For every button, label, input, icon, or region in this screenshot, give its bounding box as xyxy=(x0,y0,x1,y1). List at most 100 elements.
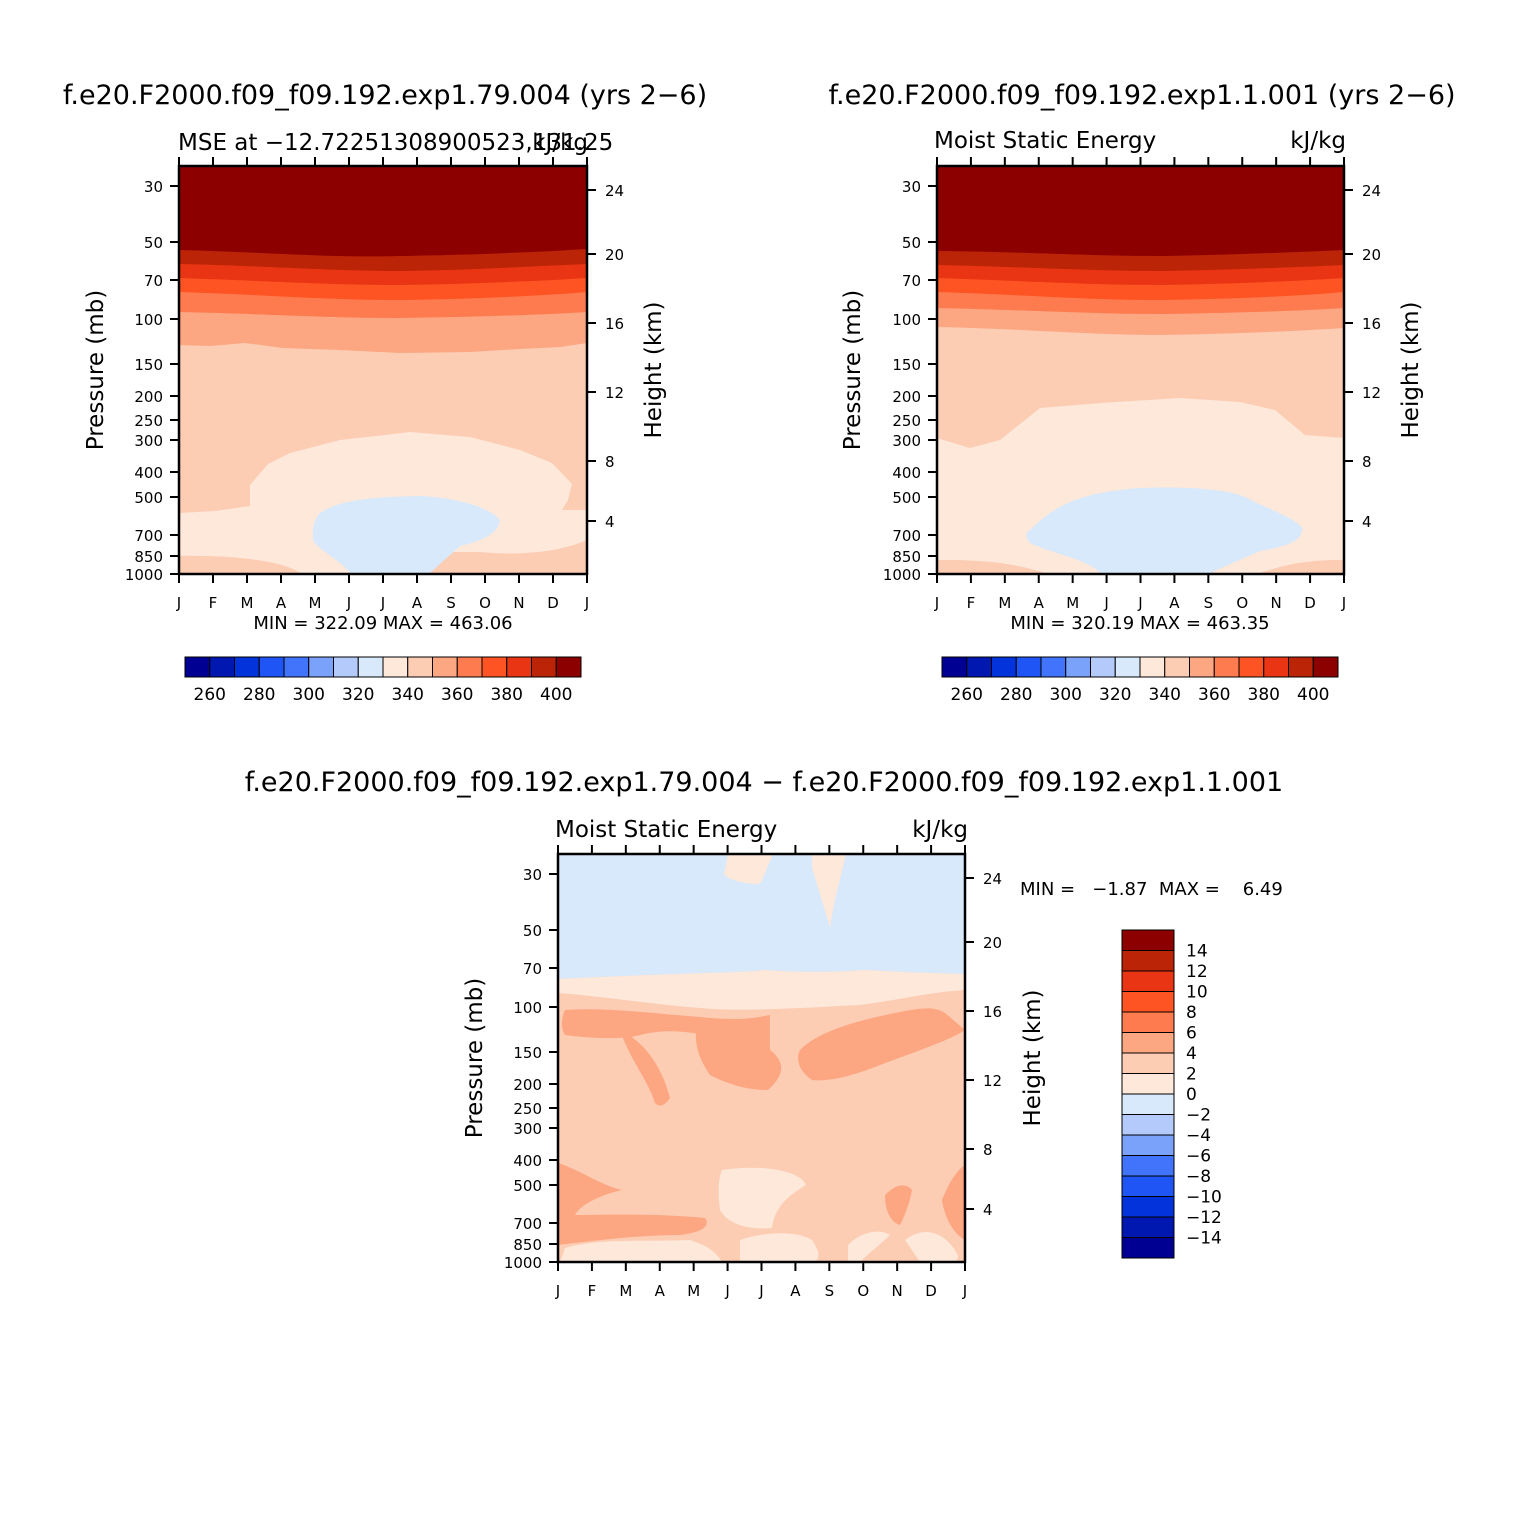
colorbar-swatch xyxy=(966,656,992,678)
colorbar: 260 280 300 320 340 360 380 400 xyxy=(941,656,1339,705)
colorbar-label: 4 xyxy=(1186,1044,1197,1064)
colorbar-label: −2 xyxy=(1186,1106,1211,1126)
y-tick-label: 700 xyxy=(892,527,921,545)
colorbar-label: 300 xyxy=(1050,685,1082,705)
x-tick-label: D xyxy=(925,1282,937,1300)
x-tick-label: F xyxy=(588,1282,597,1300)
x-tick-label: M xyxy=(309,594,322,612)
colorbar-swatch xyxy=(357,656,384,678)
x-tick-label: J xyxy=(1103,594,1108,612)
contour-band-340-350-sfc-left xyxy=(937,560,1045,573)
colorbar-swatch xyxy=(1121,991,1175,1013)
contour-band-4-6 xyxy=(942,1165,965,1240)
contour-band-340-350-sfc-right xyxy=(488,556,587,573)
x-tick-label: A xyxy=(276,594,287,612)
y-tick-label-right: 4 xyxy=(1362,513,1372,531)
contour-band-0-2 xyxy=(848,1231,890,1262)
y-tick-label-right: 4 xyxy=(983,1201,993,1219)
colorbar-label: 260 xyxy=(194,685,226,705)
colorbar-swatch xyxy=(555,656,582,678)
y-tick-label: 1000 xyxy=(125,566,163,584)
x-tick-label: D xyxy=(1304,594,1316,612)
y-tick-label: 850 xyxy=(513,1236,542,1254)
colorbar-swatch xyxy=(1263,656,1289,678)
x-tick-label: J xyxy=(380,594,385,612)
contour-band-neg2-0 xyxy=(558,854,965,979)
x-tick-label: F xyxy=(967,594,976,612)
y-tick-label-right: 8 xyxy=(983,1141,993,1159)
y-tick-label: 700 xyxy=(134,527,163,545)
contour-band-0-2 xyxy=(560,1240,722,1262)
y-tick-label-right: 8 xyxy=(605,453,615,471)
x-tick-label: A xyxy=(1034,594,1045,612)
colorbar-label: −10 xyxy=(1186,1188,1222,1208)
colorbar-swatch xyxy=(1121,1052,1175,1074)
y-tick-label-right: 16 xyxy=(1362,315,1381,333)
colorbar-swatch xyxy=(333,656,359,678)
y-tick-label: 500 xyxy=(892,489,921,507)
contour-band-320-330 xyxy=(312,496,500,573)
colorbar-swatch xyxy=(1040,656,1067,678)
y-tick-label: 70 xyxy=(523,960,542,978)
colorbar-swatch xyxy=(1121,1114,1175,1136)
plot-title-left: Moist Static Energy xyxy=(555,817,777,843)
contour-band-0-2 xyxy=(724,854,773,884)
colorbar-label: 360 xyxy=(1198,685,1230,705)
colorbar-label: 300 xyxy=(293,685,325,705)
contour-band-340-350-sfc-left xyxy=(179,555,296,573)
plot-title-units: kJ/kg xyxy=(1290,128,1346,154)
y-tick-label: 30 xyxy=(902,178,921,196)
y-tick-label: 250 xyxy=(513,1100,542,1118)
y-tick-label: 1000 xyxy=(883,566,921,584)
colorbar-swatch xyxy=(1121,1093,1175,1115)
y-tick-label: 1000 xyxy=(504,1254,542,1272)
y-tick-label-right: 24 xyxy=(983,870,1002,888)
colorbar: 260 280 300 320 340 360 380 400 xyxy=(184,656,582,705)
colorbar-swatch xyxy=(1121,950,1175,972)
colorbar-label: 2 xyxy=(1186,1065,1197,1085)
y-tick-label: 400 xyxy=(892,464,921,482)
colorbar-label: −8 xyxy=(1186,1167,1211,1187)
y-tick-label: 200 xyxy=(134,388,163,406)
x-tick-label: O xyxy=(479,594,491,612)
x-tick-label: D xyxy=(547,594,559,612)
x-tick-label: S xyxy=(1204,594,1214,612)
min-max-stats: MIN = 320.19 MAX = 463.35 xyxy=(1010,613,1269,634)
colorbar-label: −4 xyxy=(1186,1126,1211,1146)
contour-band-4-6 xyxy=(885,1185,912,1225)
y-axis-label-right: Height (km) xyxy=(641,301,667,438)
colorbar-label: 360 xyxy=(441,685,473,705)
colorbar-label: 260 xyxy=(951,685,983,705)
y-tick-label: 850 xyxy=(134,548,163,566)
y-tick-label: 70 xyxy=(902,272,921,290)
y-tick-label: 30 xyxy=(144,178,163,196)
colorbar-swatch xyxy=(209,656,235,678)
colorbar-label: 14 xyxy=(1186,942,1208,962)
x-tick-label: J xyxy=(555,1282,560,1300)
colorbar-swatch xyxy=(1189,656,1215,678)
y-tick-label: 100 xyxy=(134,311,163,329)
y-tick-label-right: 20 xyxy=(983,934,1002,952)
y-axis-label-right: Height (km) xyxy=(1020,989,1046,1126)
contour-band-340-350-sfc-right xyxy=(1260,560,1344,573)
y-tick-label-right: 16 xyxy=(983,1003,1002,1021)
colorbar-swatch xyxy=(234,656,260,678)
y-tick-label-right: 24 xyxy=(1362,182,1381,200)
colorbar-label: 10 xyxy=(1186,983,1208,1003)
colorbar-swatch xyxy=(1121,970,1175,992)
y-tick-label-right: 20 xyxy=(1362,246,1381,264)
y-tick-label: 100 xyxy=(513,999,542,1017)
x-tick-label: M xyxy=(1066,594,1079,612)
contour-band-4-6 xyxy=(558,1163,707,1245)
colorbar-swatch xyxy=(407,656,433,678)
contour-band-0-2 xyxy=(905,1231,959,1262)
contour-band-0-2 xyxy=(740,1233,819,1262)
x-tick-label: O xyxy=(1236,594,1248,612)
colorbar-swatch xyxy=(456,656,483,678)
x-tick-label: O xyxy=(857,1282,869,1300)
colorbar-label: 320 xyxy=(342,685,374,705)
x-tick-label: M xyxy=(241,594,254,612)
